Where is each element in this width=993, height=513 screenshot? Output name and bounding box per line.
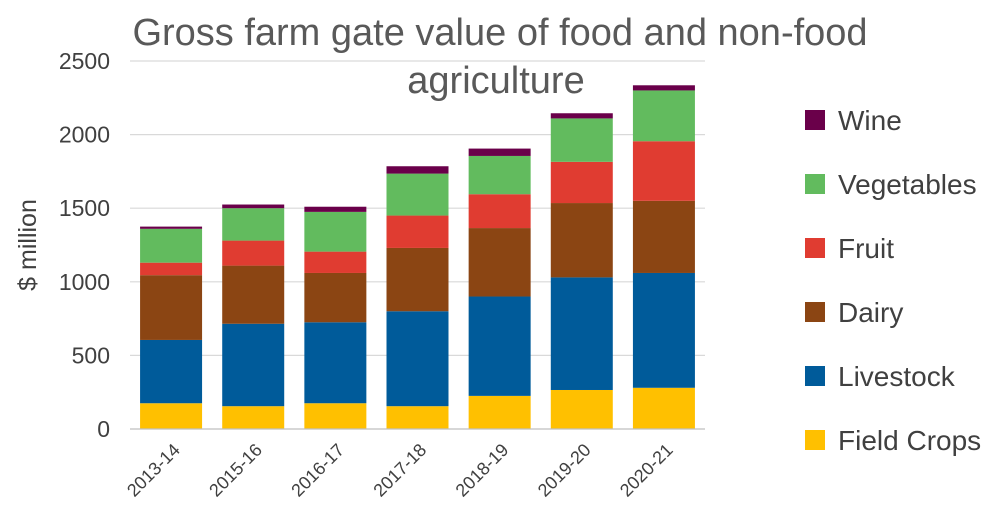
chart-title-line-1: Gross farm gate value of food and non-fo… [132, 12, 867, 54]
bar-segment [632, 85, 695, 91]
bar-segment [468, 194, 531, 229]
legend-swatch [805, 302, 825, 322]
bar-segment [304, 206, 367, 212]
bar-segment [222, 265, 285, 324]
y-tick-label: 0 [97, 416, 110, 442]
legend: Wine Vegetables Fruit Dairy Livestock Field C… [805, 105, 981, 456]
x-tick-label: 2015-16 [205, 440, 266, 501]
y-tick-label: 500 [72, 342, 110, 368]
x-tick-label: 2020-21 [616, 440, 677, 501]
chart-title: Gross farm gate value of food and non-fo… [132, 12, 867, 102]
x-tick-label: 2013-14 [123, 440, 184, 501]
bar-segment [386, 215, 449, 248]
bar-segment [550, 389, 613, 429]
bar-segment [550, 203, 613, 278]
y-axis-label: $ million [14, 199, 42, 291]
y-tick-label: 2000 [59, 122, 110, 148]
legend-label: Vegetables [838, 169, 977, 200]
bar-segment [550, 277, 613, 390]
bar-segment [222, 240, 285, 266]
x-tick-label: 2016-17 [287, 440, 348, 501]
bar-segment [140, 403, 203, 429]
bar-segment [140, 275, 203, 340]
bars [140, 85, 695, 429]
bar-segment [386, 406, 449, 429]
bar-segment [468, 228, 531, 297]
legend-label: Dairy [838, 297, 903, 328]
bar-segment [632, 387, 695, 429]
x-tick-label: 2019-20 [534, 440, 595, 501]
legend-swatch [805, 174, 825, 194]
bar-segment [550, 118, 613, 162]
bar-segment [468, 155, 531, 195]
bar-segment [222, 406, 285, 429]
legend-swatch [805, 430, 825, 450]
bar-segment [304, 403, 367, 429]
bar-segment [386, 311, 449, 407]
legend-swatch [805, 366, 825, 386]
bar-segment [632, 90, 695, 142]
bar-segment [222, 204, 285, 209]
legend-swatch [805, 110, 825, 130]
bar-segment [304, 211, 367, 252]
y-tick-label: 1500 [59, 195, 110, 221]
bar-segment [468, 296, 531, 396]
legend-label: Fruit [838, 233, 894, 264]
bar-segment [550, 113, 613, 119]
chart-title-line-2: agriculture [407, 60, 584, 102]
bar-segment [386, 247, 449, 312]
bar-segment [632, 141, 695, 201]
legend-label: Livestock [838, 361, 956, 392]
bar-segment [632, 200, 695, 273]
bar-segment [222, 323, 285, 407]
bar-segment [222, 208, 285, 241]
legend-swatch [805, 238, 825, 258]
bar-segment [468, 148, 531, 156]
y-axis-ticks: 0 500 1000 1500 2000 2500 [59, 48, 110, 442]
bar-segment [140, 339, 203, 404]
bar-segment [140, 226, 203, 229]
bar-segment [140, 228, 203, 263]
x-tick-label: 2017-18 [369, 440, 430, 501]
bar-segment [304, 272, 367, 323]
bar-segment [140, 262, 203, 276]
bar-segment [468, 395, 531, 429]
x-tick-label: 2018-19 [452, 440, 513, 501]
bar-segment [304, 322, 367, 404]
y-tick-label: 2500 [59, 48, 110, 74]
bar-segment [386, 173, 449, 216]
x-axis-ticks: 2013-14 2015-16 2016-17 2017-18 2018-19 2019-… [123, 440, 677, 501]
bar-segment [632, 272, 695, 388]
bar-segment [304, 251, 367, 273]
y-tick-label: 1000 [59, 269, 110, 295]
legend-label: Field Crops [838, 425, 981, 456]
legend-label: Wine [838, 105, 902, 136]
bar-segment [386, 166, 449, 174]
bar-segment [550, 161, 613, 204]
